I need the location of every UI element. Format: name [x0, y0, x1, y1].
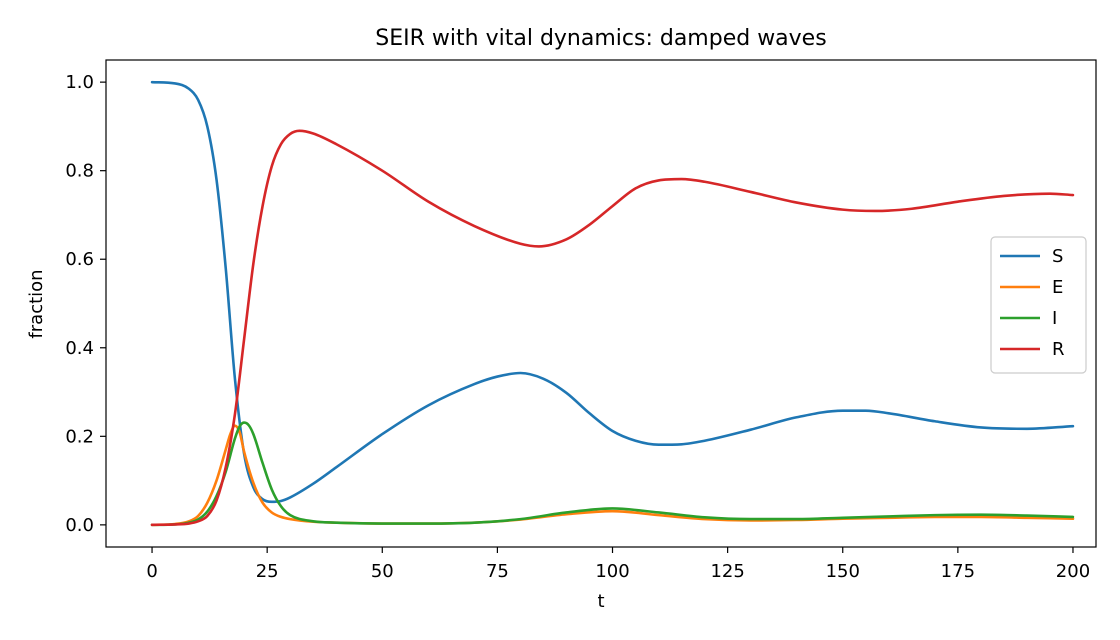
x-axis-label: t — [597, 591, 604, 612]
y-tick-label: 0.6 — [65, 249, 94, 270]
legend-box — [990, 236, 1087, 374]
chart-title: SEIR with vital dynamics: damped waves — [375, 26, 826, 51]
x-tick-label: 50 — [371, 561, 394, 582]
legend: SEIR — [990, 236, 1087, 374]
series-line-S — [150, 80, 1075, 504]
y-tick-label: 0.0 — [65, 515, 94, 536]
y-axis-label: fraction — [26, 269, 47, 338]
series-line-R — [150, 129, 1075, 527]
legend-label-E: E — [1052, 277, 1063, 298]
legend-label-R: R — [1052, 339, 1065, 360]
y-axis-ticks: 0.0 0.2 0.4 0.6 0.8 1.0 — [65, 72, 106, 536]
y-tick-label: 0.2 — [65, 426, 94, 447]
x-tick-label: 175 — [941, 561, 975, 582]
x-axis-ticks: 0 25 50 75 100 125 150 175 200 — [146, 547, 1090, 582]
legend-label-I: I — [1052, 308, 1057, 329]
x-tick-label: 100 — [595, 561, 629, 582]
x-tick-label: 125 — [710, 561, 744, 582]
legend-label-S: S — [1052, 246, 1063, 267]
x-tick-label: 75 — [486, 561, 509, 582]
x-tick-label: 0 — [146, 561, 157, 582]
y-tick-label: 0.4 — [65, 338, 94, 359]
x-tick-label: 25 — [256, 561, 279, 582]
x-tick-label: 150 — [826, 561, 860, 582]
x-tick-label: 200 — [1056, 561, 1090, 582]
y-tick-label: 1.0 — [65, 72, 94, 93]
plot-frame — [105, 59, 1097, 548]
plot-area — [105, 59, 1097, 548]
y-tick-label: 0.8 — [65, 161, 94, 182]
